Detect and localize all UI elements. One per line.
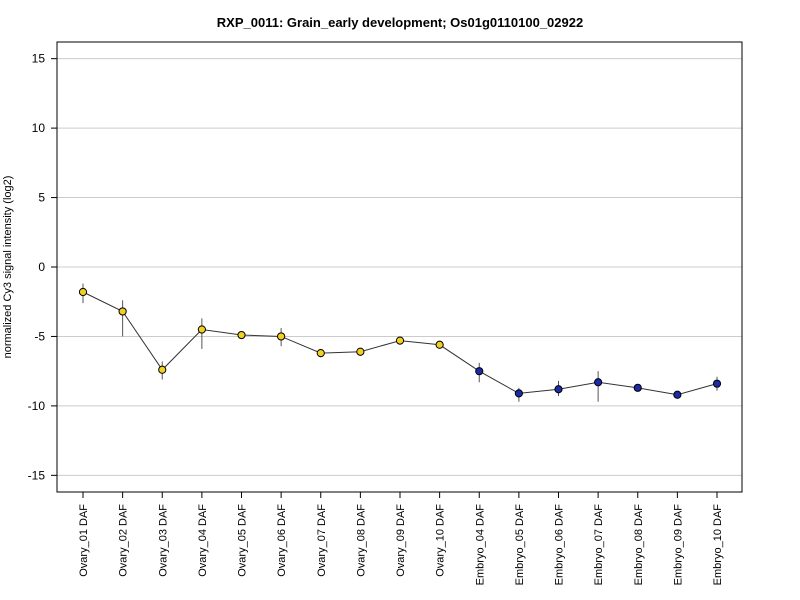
y-tick-label: -10 xyxy=(28,399,46,413)
data-point xyxy=(712,379,722,388)
x-tick-label: Ovary_05 DAF xyxy=(237,504,249,577)
data-point xyxy=(673,390,682,399)
x-tick-label: Ovary_02 DAF xyxy=(118,504,130,577)
data-point xyxy=(118,307,127,316)
data-point xyxy=(316,349,325,358)
x-tick-label: Embryo_08 DAF xyxy=(633,504,645,586)
data-point xyxy=(237,330,246,340)
data-point xyxy=(78,287,88,297)
y-tick-label: -5 xyxy=(34,329,45,343)
x-tick-label: Ovary_04 DAF xyxy=(197,504,209,577)
y-tick-label: 10 xyxy=(32,121,46,135)
y-axis: 15 10 5 0 -5 -10 -15 xyxy=(28,52,57,482)
data-point xyxy=(395,336,405,345)
y-tick-label: 15 xyxy=(32,52,46,66)
x-tick-label: Embryo_05 DAF xyxy=(514,504,526,586)
y-tick-label: 0 xyxy=(38,260,45,274)
x-tick-label: Ovary_01 DAF xyxy=(78,504,90,577)
x-tick-label: Embryo_06 DAF xyxy=(554,504,566,586)
chart-title: RXP_0011: Grain_early development; Os01g… xyxy=(217,15,583,30)
data-point xyxy=(197,325,206,334)
x-tick-label: Ovary_09 DAF xyxy=(395,504,407,577)
data-point xyxy=(356,347,365,356)
grid-lines xyxy=(57,58,742,476)
data-point xyxy=(158,365,167,374)
y-axis-label: normalized Cy3 signal intensity (log2) xyxy=(2,176,14,359)
data-points xyxy=(78,287,722,399)
x-tick-label: Ovary_08 DAF xyxy=(355,504,367,577)
x-tick-label: Embryo_10 DAF xyxy=(712,504,724,586)
data-point xyxy=(594,378,603,387)
x-tick-label: Ovary_06 DAF xyxy=(276,504,288,577)
data-point xyxy=(277,332,286,341)
data-point xyxy=(554,385,563,394)
x-axis: Ovary_01 DAF Ovary_02 DAF Ovary_03 DAF Ovar… xyxy=(78,492,724,585)
x-tick-label: Ovary_10 DAF xyxy=(435,504,447,577)
x-tick-label: Ovary_07 DAF xyxy=(316,504,328,577)
x-tick-label: Ovary_03 DAF xyxy=(157,504,169,577)
x-tick-label: Embryo_07 DAF xyxy=(593,504,605,586)
data-point xyxy=(514,389,523,398)
x-tick-label: Embryo_04 DAF xyxy=(474,504,486,586)
data-point xyxy=(435,340,444,349)
data-point xyxy=(475,367,484,376)
y-tick-label: -15 xyxy=(28,468,46,482)
x-tick-label: Embryo_09 DAF xyxy=(672,504,684,586)
data-point xyxy=(633,383,642,392)
y-tick-label: 5 xyxy=(38,191,45,205)
